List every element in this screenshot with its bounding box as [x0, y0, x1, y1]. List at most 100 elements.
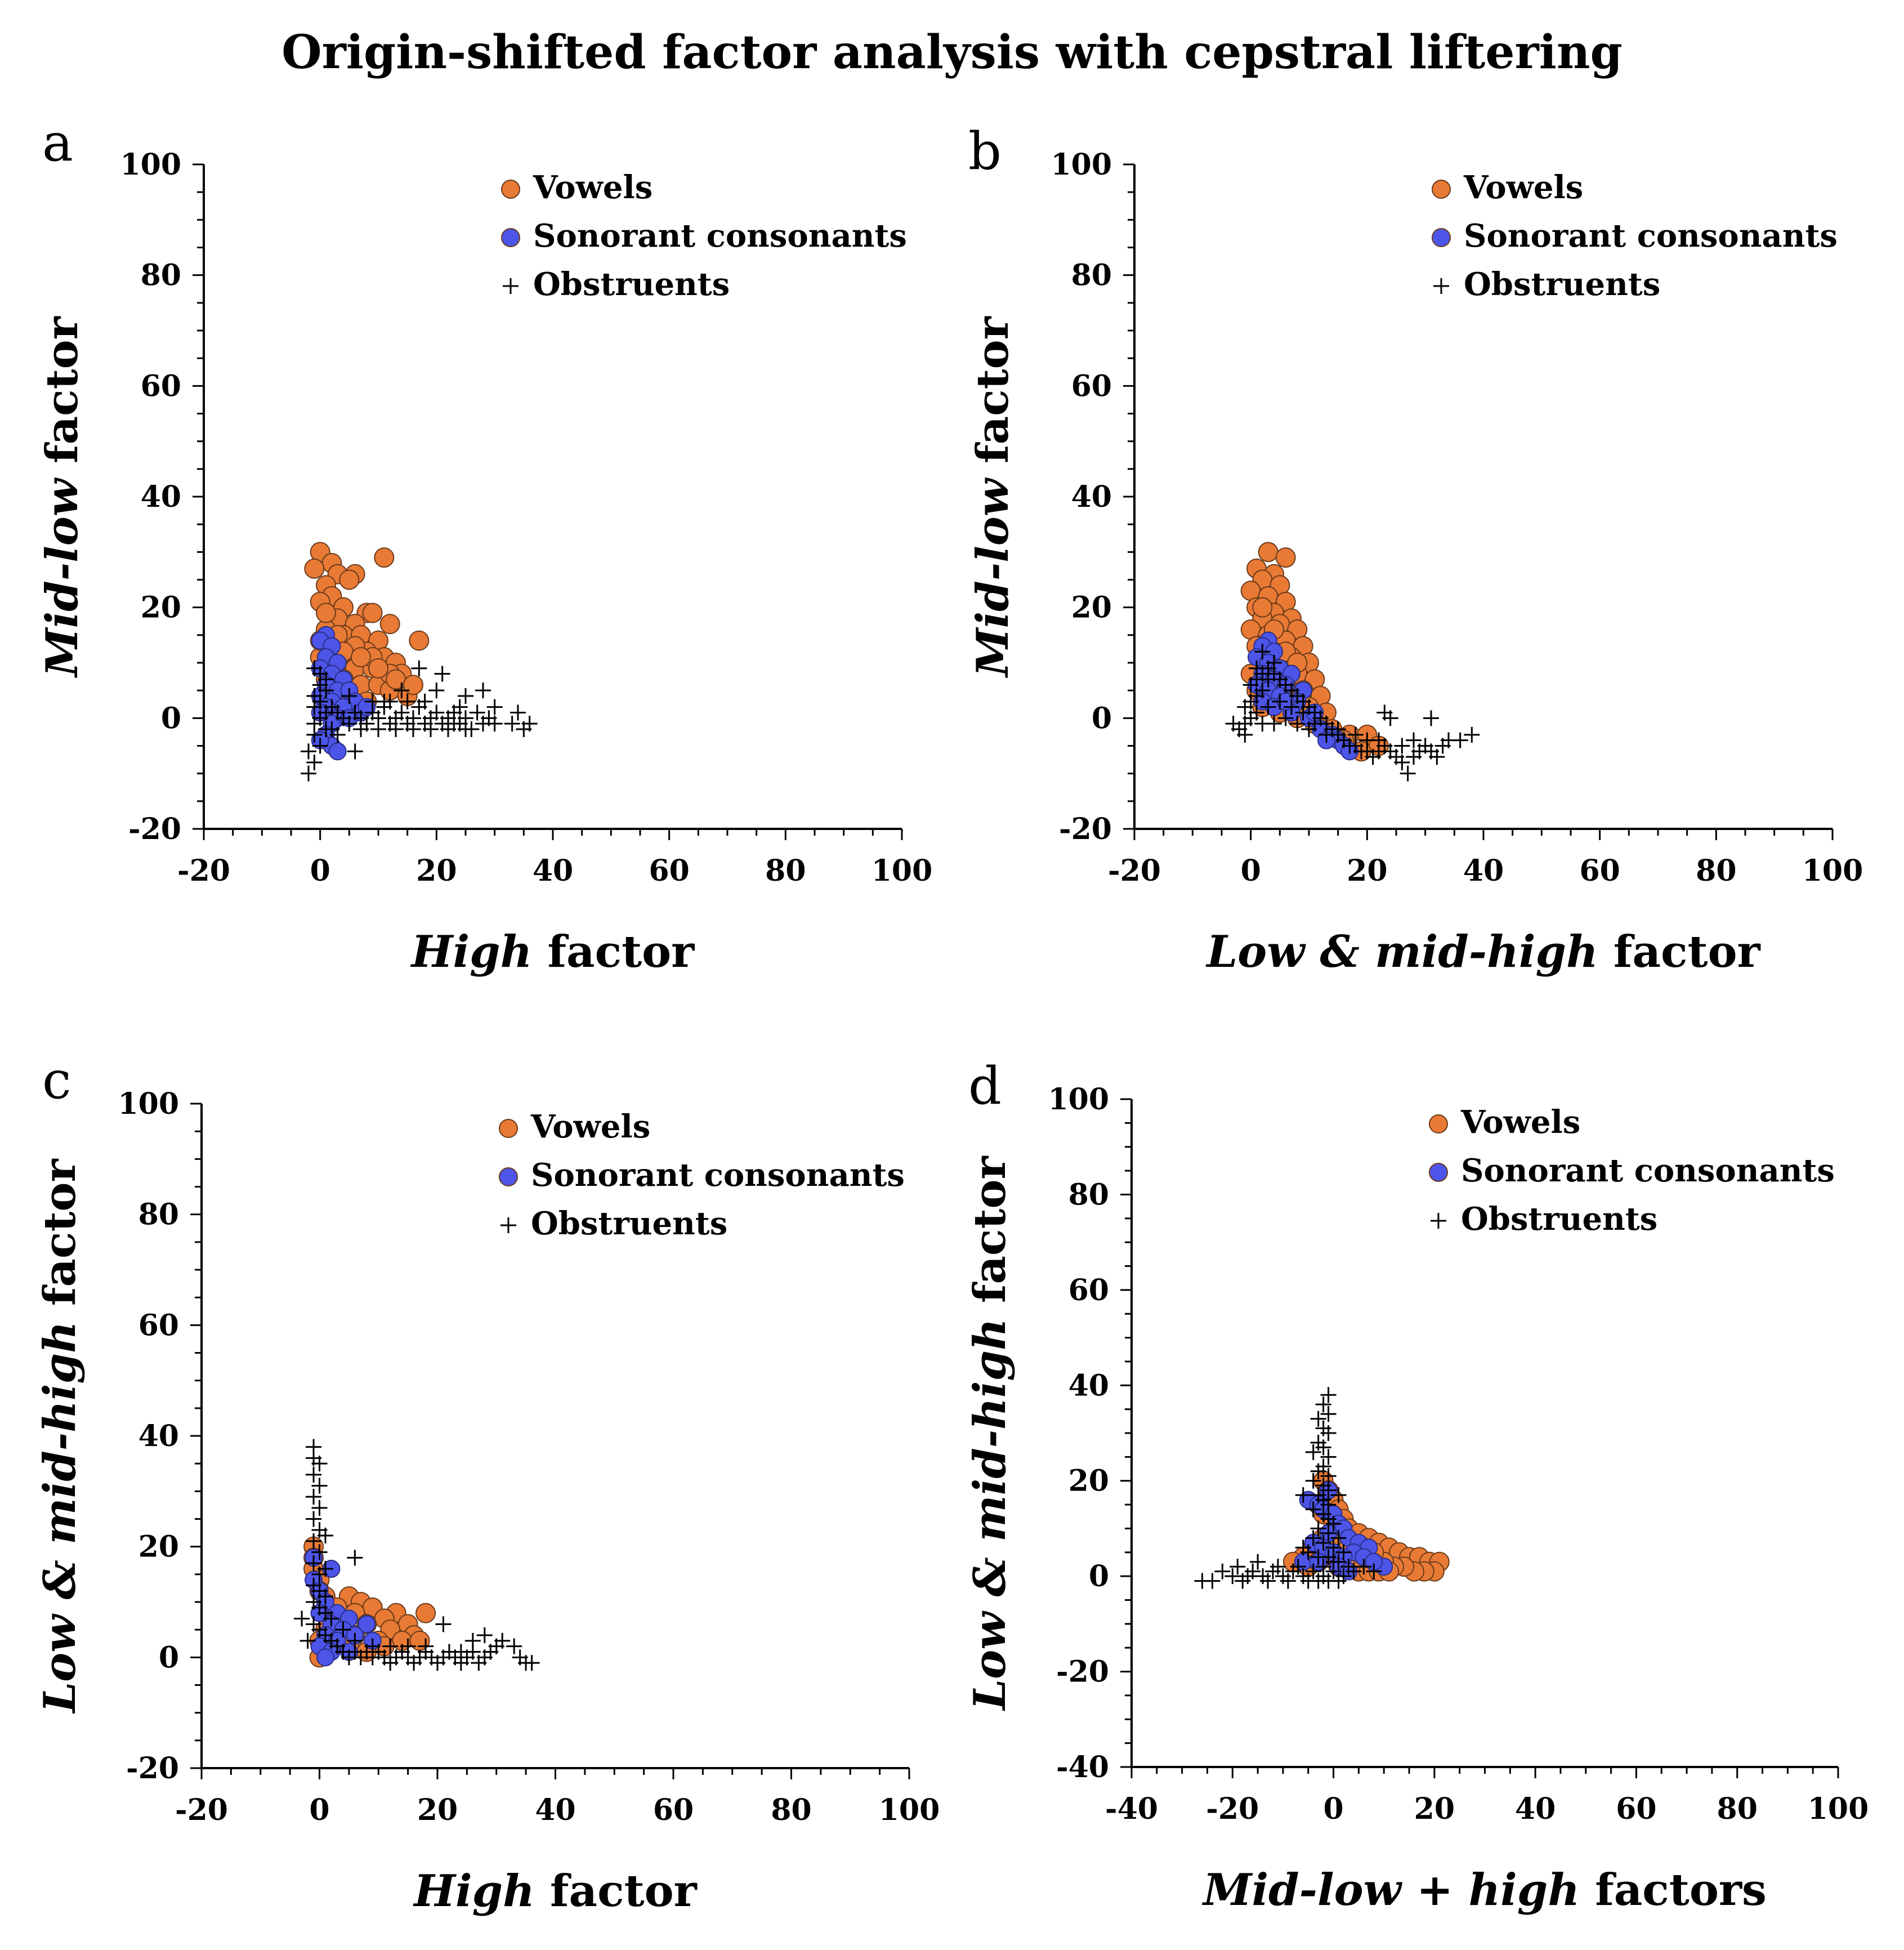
panel-c: c -20 0 20 40 60 80 100 -20 0 20 40 60 80 100 High fact…: [34, 1050, 940, 1917]
y-tick-label: 20: [138, 1530, 179, 1564]
legend-marker-sonorant: [501, 228, 520, 247]
point-obstruent: [1230, 1559, 1246, 1575]
legend-label-obstruents: Obstruents: [531, 1205, 727, 1242]
point-obstruent: [1260, 699, 1276, 715]
x-tick-label: 60: [649, 854, 689, 888]
y-tick-label: 80: [138, 1198, 179, 1232]
y-tick-label: -20: [1056, 1655, 1109, 1689]
y-tick-label: 40: [141, 480, 181, 514]
y-tick-label: 100: [1048, 1082, 1109, 1117]
point-obstruent: [418, 1638, 434, 1654]
legend-label-sonorant: Sonorant consonants: [531, 1157, 905, 1194]
point-obstruent: [476, 1627, 493, 1643]
x-tick-label: 0: [310, 854, 330, 888]
legend-marker-sonorant: [1432, 228, 1451, 247]
x-tick-label: 100: [1808, 1792, 1869, 1826]
x-axis-label-italic: High: [413, 1866, 535, 1917]
point-obstruent: [453, 1644, 469, 1660]
y-axis-label-italic: Mid-low: [37, 477, 88, 679]
point-obstruent: [1330, 721, 1346, 737]
point-obstruent: [382, 1638, 399, 1654]
x-tick-label: 0: [1241, 854, 1261, 888]
point-obstruent: [1225, 716, 1241, 732]
x-tick-label: 80: [1717, 1792, 1758, 1826]
x-axis-label-italic: Mid-low + high: [1201, 1864, 1580, 1916]
point-obstruent: [458, 721, 473, 737]
legend-label-obstruents: Obstruents: [533, 266, 730, 303]
point-obstruent: [518, 1655, 534, 1671]
point-obstruent: [1347, 726, 1364, 743]
point-obstruent: [341, 688, 357, 704]
y-tick-label: 80: [141, 258, 181, 293]
point-obstruent: [1320, 1482, 1337, 1498]
point-vowel: [415, 1603, 436, 1623]
point-vowel: [368, 658, 388, 679]
point-obstruent: [1371, 732, 1387, 748]
point-obstruent: [1254, 644, 1271, 660]
point-obstruent: [446, 716, 462, 732]
x-axis-label: Mid-low + high factors: [1201, 1864, 1767, 1916]
legend-marker-obstruents: [500, 1217, 516, 1233]
point-obstruent: [1270, 1559, 1286, 1575]
point-obstruent: [335, 1622, 351, 1638]
point-obstruent: [323, 1610, 339, 1627]
panel-letter: d: [968, 1056, 1002, 1116]
point-obstruent: [1325, 1540, 1342, 1556]
figure-title: Origin-shifted factor analysis with ceps…: [281, 25, 1623, 79]
point-obstruent: [1315, 1534, 1331, 1551]
point-vowel: [362, 603, 383, 623]
point-obstruent: [1400, 765, 1416, 782]
point-obstruent: [1320, 1525, 1337, 1541]
x-tick-label: 20: [416, 854, 457, 888]
y-tick-label: 40: [1069, 1368, 1109, 1403]
x-tick-label: 60: [653, 1793, 694, 1827]
point-sonorant: [316, 1648, 334, 1667]
x-tick-label: 0: [309, 1793, 329, 1827]
point-obstruent: [1310, 1520, 1326, 1537]
x-tick-label: 100: [1802, 854, 1863, 888]
point-obstruent: [1366, 1563, 1382, 1579]
x-axis-label-rest: factor: [1598, 926, 1761, 978]
panel-a: a -20 0 20 40 60 80 100 -20 0 20 40 60 80 100 High fact…: [37, 113, 932, 978]
x-axis-label-italic: Low & mid-high: [1205, 926, 1598, 978]
point-obstruent: [464, 1632, 481, 1649]
x-axis-label: Low & mid-high factor: [1205, 926, 1760, 978]
y-axis-label-rest: factor: [34, 1158, 86, 1321]
point-obstruent: [435, 1616, 452, 1632]
point-obstruent: [1320, 1449, 1337, 1465]
legend-label-vowels: Vowels: [1460, 1104, 1580, 1141]
point-obstruent: [1249, 704, 1264, 721]
point-obstruent: [306, 1511, 322, 1527]
legend-marker-vowels: [1429, 1114, 1448, 1134]
x-axis-label-rest: factors: [1580, 1864, 1767, 1916]
y-tick-label: 20: [1071, 591, 1112, 625]
legend-label-vowels: Vowels: [1463, 169, 1583, 206]
point-obstruent: [434, 666, 450, 682]
point-obstruent: [1325, 1515, 1342, 1532]
point-obstruent: [1295, 704, 1311, 721]
point-obstruent: [341, 716, 357, 732]
point-obstruent: [1310, 1463, 1326, 1479]
point-obstruent: [494, 1632, 511, 1649]
x-tick-label: 40: [1515, 1792, 1556, 1826]
point-obstruent: [306, 1555, 322, 1572]
point-vowel: [379, 614, 400, 635]
point-obstruent: [306, 1466, 322, 1483]
point-obstruent: [294, 1610, 310, 1627]
legend-marker-vowels: [499, 1119, 518, 1138]
point-obstruent: [1305, 1530, 1321, 1546]
point-obstruent: [1320, 1497, 1337, 1513]
point-obstruent: [1272, 693, 1288, 710]
x-tick-label: -20: [175, 1793, 228, 1827]
point-obstruent: [475, 682, 491, 699]
legend-label-obstruents: Obstruents: [1461, 1201, 1657, 1238]
point-obstruent: [1224, 1568, 1241, 1585]
point-obstruent: [1423, 710, 1439, 726]
x-tick-label: -20: [1108, 854, 1161, 888]
x-tick-label: 20: [1414, 1792, 1455, 1826]
point-obstruent: [376, 693, 392, 710]
point-obstruent: [1260, 1573, 1276, 1589]
point-obstruent: [428, 682, 445, 699]
